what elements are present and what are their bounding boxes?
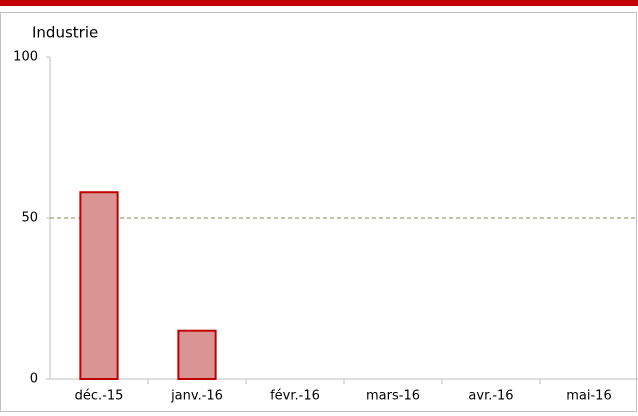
x-tick-label: mai-16 <box>566 389 611 404</box>
y-tick-label: 0 <box>30 372 38 387</box>
y-tick-label: 100 <box>13 50 38 65</box>
x-tick-label: déc.-15 <box>75 389 124 404</box>
x-tick-label: mars-16 <box>366 389 420 404</box>
chart-title: Industrie <box>32 24 98 42</box>
x-tick-label: janv.-16 <box>170 389 223 404</box>
bar <box>79 191 119 380</box>
x-tick-label: févr.-16 <box>270 389 320 404</box>
bar <box>177 329 217 381</box>
top-bar <box>0 0 638 6</box>
y-tick-label: 50 <box>21 211 38 226</box>
x-tick-label: avr.-16 <box>468 389 513 404</box>
